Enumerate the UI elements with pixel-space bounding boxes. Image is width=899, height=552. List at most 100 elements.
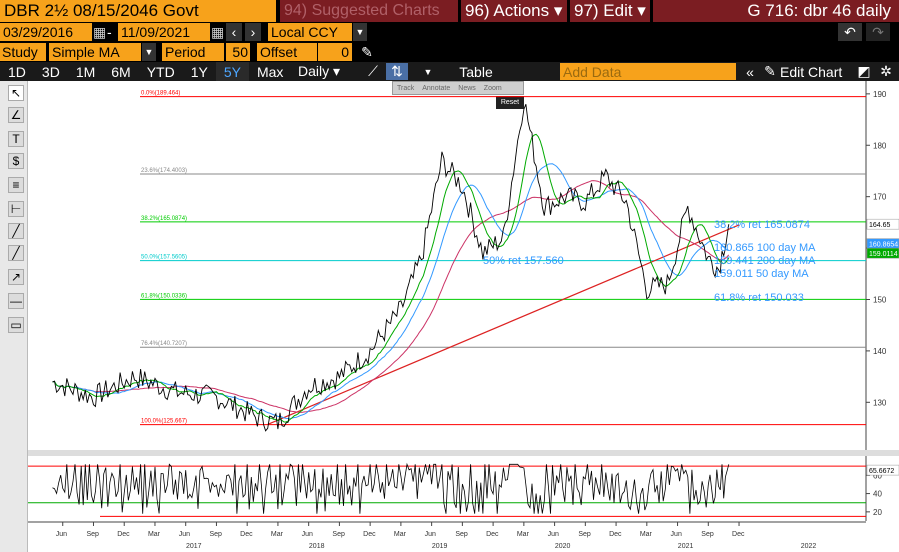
- table-button[interactable]: Table: [459, 63, 493, 80]
- pencil-icon[interactable]: ✎: [764, 63, 776, 79]
- track-tool[interactable]: Track: [397, 84, 415, 92]
- annotation-label: 38.2% ret 165.0874: [714, 219, 810, 231]
- price-line: [52, 104, 730, 432]
- range-dash: -: [107, 24, 112, 40]
- trendline: [267, 224, 740, 425]
- annotation-label: 159.011 50 day MA: [714, 268, 809, 280]
- chart-tools-strip: Track Annotate News Zoom: [392, 81, 524, 95]
- period-1d-button[interactable]: 1D: [8, 63, 26, 80]
- x-month-label: Sep: [86, 531, 99, 538]
- ohlc-chart-icon[interactable]: ⇅: [386, 63, 408, 80]
- period-label: Period: [162, 43, 224, 61]
- x-month-label: Mar: [517, 531, 530, 538]
- rsi-tick-label: 60: [873, 471, 882, 480]
- x-month-label: Sep: [332, 531, 345, 538]
- period-1y-button[interactable]: 1Y: [190, 63, 208, 80]
- period-input[interactable]: 50: [226, 43, 250, 61]
- rsi-tick-label: 20: [873, 508, 882, 517]
- study-bar: Study Simple MA ▼ Period 50 Offset 0 ✎: [0, 42, 899, 62]
- annotate-tool[interactable]: Annotate: [422, 84, 451, 92]
- end-date-input[interactable]: 11/09/2021: [118, 23, 210, 41]
- suggested-charts-button[interactable]: 94) Suggested Charts: [280, 0, 458, 22]
- period-max-button[interactable]: Max: [256, 63, 284, 80]
- rsi-line: [52, 462, 730, 514]
- annotation-label: 159.441 200 day MA: [714, 255, 816, 267]
- y-tick-label: 160: [873, 244, 887, 253]
- x-month-label: Mar: [394, 531, 407, 538]
- currency-select[interactable]: Local CCY: [268, 23, 352, 41]
- last-value-label: 159.0114: [869, 251, 898, 258]
- chart-settings-icon[interactable]: ◩: [857, 63, 871, 79]
- last-value-tag: [866, 247, 899, 259]
- period-3d-button[interactable]: 3D: [41, 63, 60, 80]
- y-tick-label: 150: [873, 295, 887, 304]
- period-ytd-button[interactable]: YTD: [146, 63, 175, 80]
- reset-button[interactable]: Reset: [496, 96, 524, 109]
- ray-icon[interactable]: ╱: [8, 245, 24, 261]
- last-value-label: 160.8654: [869, 242, 898, 249]
- fibonacci-icon[interactable]: ≡: [8, 177, 24, 193]
- measure-icon[interactable]: ⊢: [8, 201, 24, 217]
- rectangle-icon[interactable]: ▭: [8, 317, 24, 333]
- chart-area: ↖ ∠ T $ ≡ ⊢ ╱ ╱ ↗ — ▭ Track Annotate New…: [0, 81, 899, 552]
- x-year-label: 2021: [678, 543, 694, 550]
- offset-label: Offset: [257, 43, 317, 61]
- collapse-icon[interactable]: «: [746, 63, 754, 80]
- actions-menu[interactable]: 96) Actions ▾: [461, 0, 567, 22]
- ticker-field[interactable]: DBR 2½ 08/15/2046 Govt: [0, 0, 276, 22]
- hline-icon[interactable]: —: [8, 293, 24, 309]
- price-label-icon[interactable]: $: [8, 153, 24, 169]
- x-month-label: Sep: [701, 531, 714, 538]
- add-data-input[interactable]: Add Data: [560, 63, 736, 80]
- interval-select[interactable]: Daily ▾: [298, 63, 341, 79]
- x-month-label: Jun: [425, 531, 436, 538]
- y-tick-label: 170: [873, 193, 887, 202]
- next-arrow-icon[interactable]: ›: [245, 23, 261, 41]
- title-bar: DBR 2½ 08/15/2046 Govt 94) Suggested Cha…: [0, 0, 899, 22]
- y-tick-label: 140: [873, 347, 887, 356]
- gear-icon[interactable]: ✲: [880, 63, 892, 79]
- x-year-label: 2017: [186, 543, 202, 550]
- price-chart-svg: 130 140 150 160 170 180 190 0.0%(189.464) 23.6%(…: [28, 81, 899, 552]
- x-month-label: Dec: [117, 531, 130, 538]
- zoom-tool[interactable]: Zoom: [483, 84, 502, 92]
- offset-input[interactable]: 0: [318, 43, 352, 61]
- calendar-icon[interactable]: ▦: [93, 23, 105, 40]
- draw-line-icon[interactable]: ∠: [8, 107, 24, 123]
- fib-level-label: 61.8%(150.0336): [141, 293, 187, 299]
- period-6m-button[interactable]: 6M: [111, 63, 131, 80]
- edit-menu[interactable]: 97) Edit ▾: [570, 0, 650, 22]
- pencil-icon[interactable]: ✎: [361, 43, 373, 60]
- chart-title: G 716: dbr 46 daily: [653, 0, 899, 22]
- x-month-label: Dec: [486, 531, 499, 538]
- x-month-label: Jun: [302, 531, 313, 538]
- chevron-down-icon[interactable]: ▼: [353, 23, 367, 41]
- cursor-icon[interactable]: ↖: [8, 85, 24, 101]
- study-type-select[interactable]: Simple MA: [49, 43, 141, 61]
- ma100-line: [52, 163, 729, 420]
- last-value-tag: [866, 218, 899, 230]
- undo-icon[interactable]: ↶: [838, 23, 862, 41]
- x-month-label: Mar: [148, 531, 161, 538]
- ma200-line: [52, 180, 730, 413]
- calendar-icon[interactable]: ▦: [211, 23, 223, 40]
- study-label: Study: [0, 43, 46, 61]
- redo-icon[interactable]: ↷: [866, 23, 890, 41]
- line-chart-icon[interactable]: ⟋: [368, 63, 378, 79]
- x-year-label: 2020: [555, 543, 571, 550]
- x-month-label: Dec: [363, 531, 376, 538]
- chevron-down-icon[interactable]: ▼: [423, 66, 433, 77]
- trendline-icon[interactable]: ╱: [8, 223, 24, 239]
- edit-chart-button[interactable]: Edit Chart: [780, 63, 843, 80]
- chevron-down-icon[interactable]: ▼: [142, 43, 156, 61]
- text-icon[interactable]: T: [8, 131, 24, 147]
- ma50-line: [52, 133, 730, 423]
- period-1m-button[interactable]: 1M: [75, 63, 96, 80]
- prev-arrow-icon[interactable]: ‹: [226, 23, 242, 41]
- period-5y-button[interactable]: 5Y: [215, 62, 249, 81]
- x-month-label: Jun: [548, 531, 559, 538]
- news-tool[interactable]: News: [458, 84, 476, 92]
- fib-level-label: 100.0%(125.667): [141, 419, 187, 425]
- arrow-line-icon[interactable]: ↗: [8, 269, 24, 285]
- start-date-input[interactable]: 03/29/2016: [0, 23, 92, 41]
